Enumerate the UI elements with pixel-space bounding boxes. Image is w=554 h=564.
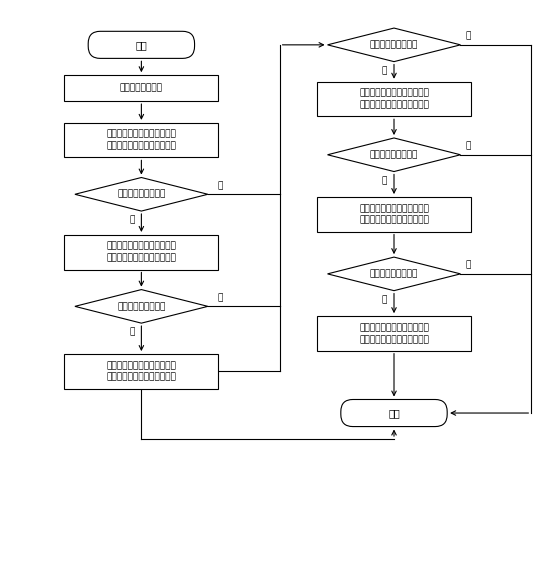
Text: 基于扩大一倍的高斯影像塔的
后三层高斯差分影像进行匹配: 基于扩大一倍的高斯影像塔的 后三层高斯差分影像进行匹配 — [359, 89, 429, 109]
Text: 是: 是 — [466, 261, 471, 270]
Polygon shape — [75, 289, 208, 323]
Text: 匹配点数量满足要求: 匹配点数量满足要求 — [370, 150, 418, 159]
Text: 结束: 结束 — [388, 408, 400, 418]
Text: 否: 否 — [382, 295, 387, 304]
Text: 基于缩小一倍的高斯影像塔的
后三层高斯差分影像进行匹配: 基于缩小一倍的高斯影像塔的 后三层高斯差分影像进行匹配 — [359, 323, 429, 344]
Text: 否: 否 — [129, 215, 135, 224]
Text: 基于原始大小的高斯影像塔的
后三层高斯差分影像进行匹配: 基于原始大小的高斯影像塔的 后三层高斯差分影像进行匹配 — [106, 242, 176, 263]
Polygon shape — [327, 138, 460, 171]
Polygon shape — [75, 178, 208, 211]
Text: 基于缩小一倍的高斯影像塔的
前三层高斯差分影像进行匹配: 基于缩小一倍的高斯影像塔的 前三层高斯差分影像进行匹配 — [359, 204, 429, 224]
Bar — [317, 197, 471, 232]
Text: 基于原始大小的高斯影像塔的
前三层高斯差分影像进行匹配: 基于原始大小的高斯影像塔的 前三层高斯差分影像进行匹配 — [106, 130, 176, 151]
Text: 是: 是 — [217, 181, 223, 190]
Text: 基于扩大一倍的高斯影像塔的
前三层高斯差分影像进行匹配: 基于扩大一倍的高斯影像塔的 前三层高斯差分影像进行匹配 — [106, 361, 176, 382]
Text: 否: 否 — [382, 66, 387, 75]
Text: 是: 是 — [217, 293, 223, 302]
Text: 开始: 开始 — [136, 40, 147, 50]
Bar — [317, 82, 471, 116]
Text: 匹配点数量满足要求: 匹配点数量满足要求 — [117, 302, 166, 311]
Bar — [317, 316, 471, 351]
Text: 匹配点数量满足要求: 匹配点数量满足要求 — [370, 41, 418, 49]
Bar — [64, 235, 218, 270]
Text: 是: 是 — [466, 32, 471, 41]
Text: 匹配点数量满足要求: 匹配点数量满足要求 — [117, 190, 166, 199]
Text: 匹配点数量满足要求: 匹配点数量满足要求 — [370, 270, 418, 279]
Bar — [64, 123, 218, 157]
Polygon shape — [327, 257, 460, 290]
Text: 是: 是 — [466, 142, 471, 151]
Bar — [64, 354, 218, 389]
Polygon shape — [327, 28, 460, 61]
Text: 否: 否 — [382, 176, 387, 185]
Text: 否: 否 — [129, 328, 135, 337]
FancyBboxPatch shape — [341, 399, 447, 426]
FancyBboxPatch shape — [88, 32, 194, 59]
Bar — [64, 75, 218, 101]
Text: 计算当前匹配区域: 计算当前匹配区域 — [120, 83, 163, 92]
